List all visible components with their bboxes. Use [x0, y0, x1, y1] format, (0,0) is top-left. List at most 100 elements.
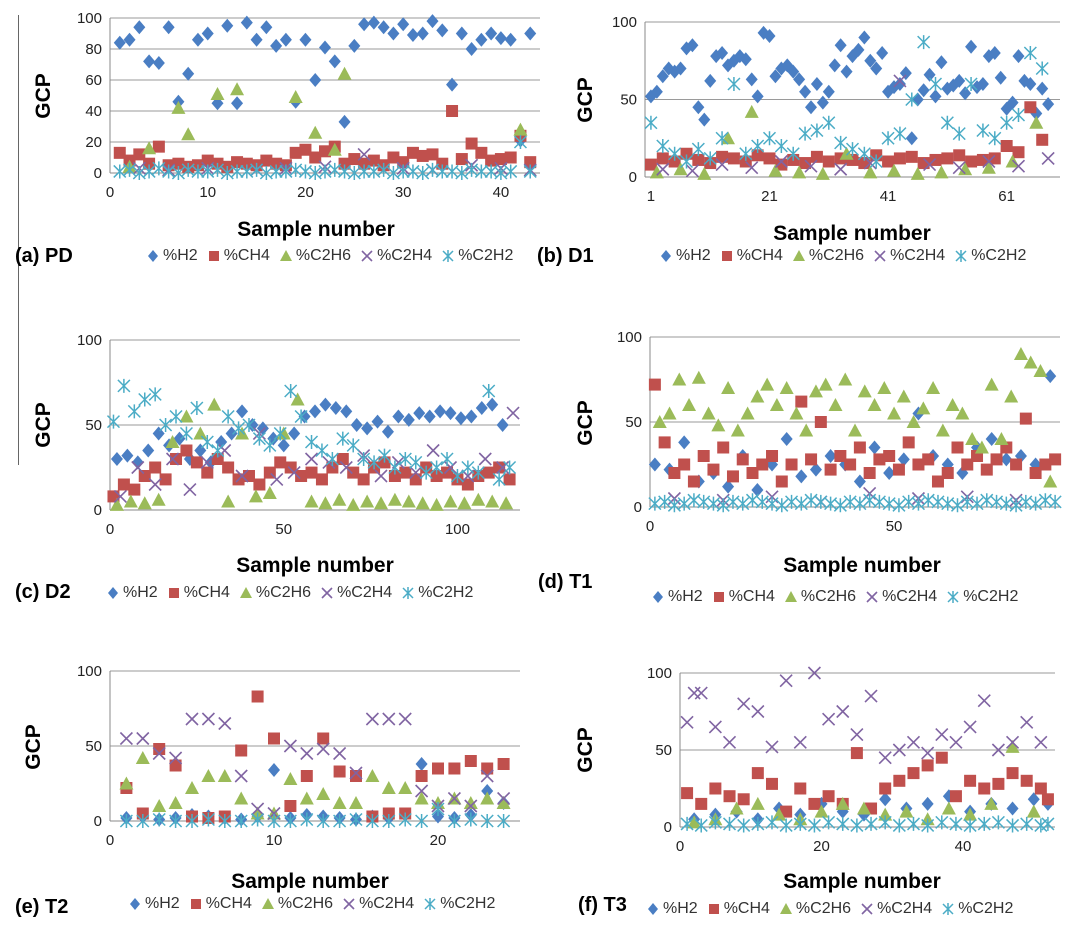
data-point	[1049, 453, 1062, 466]
data-point	[1026, 804, 1041, 818]
legend-item: %C2H4	[341, 895, 414, 913]
data-point	[984, 796, 999, 810]
data-point	[887, 163, 901, 177]
legend-item: %C2H2	[940, 900, 1013, 918]
data-point	[836, 816, 850, 831]
data-point	[1029, 115, 1044, 129]
data-point	[923, 158, 937, 172]
legend-item: %C2H6	[791, 247, 864, 265]
y-tick-label: 80	[85, 41, 102, 58]
legend-marker	[208, 251, 219, 261]
data-point	[658, 494, 672, 509]
series-h2	[110, 397, 509, 470]
legend-marker	[321, 587, 333, 599]
data-point	[474, 164, 488, 179]
data-point	[397, 17, 410, 32]
data-point	[990, 494, 1004, 509]
legend-marker-icon	[424, 898, 436, 910]
data-point	[1042, 97, 1055, 112]
legend-label: %CH4	[223, 247, 270, 264]
y-tick-label: 100	[77, 332, 102, 349]
data-point	[792, 165, 807, 179]
data-point	[864, 816, 878, 831]
data-point	[1013, 347, 1028, 360]
data-point	[136, 814, 150, 828]
data-point	[1019, 412, 1032, 425]
legend-marker	[708, 904, 719, 914]
data-point	[429, 497, 444, 511]
data-point	[242, 418, 256, 432]
data-point	[447, 814, 461, 828]
data-point	[765, 815, 779, 830]
data-point	[348, 38, 361, 53]
data-point	[162, 164, 176, 179]
data-point	[513, 122, 528, 136]
data-point	[737, 697, 751, 711]
data-point	[457, 496, 472, 510]
data-point	[730, 423, 745, 437]
data-point	[493, 461, 506, 474]
data-point	[1020, 816, 1034, 831]
legend-item: %CH4	[719, 247, 783, 265]
data-point	[415, 814, 429, 828]
data-point	[251, 802, 265, 816]
data-point	[338, 114, 351, 129]
data-point	[824, 496, 838, 511]
data-point	[760, 377, 775, 391]
data-point	[917, 83, 930, 98]
legend-marker	[148, 250, 158, 262]
legend-label: %C2H2	[418, 584, 474, 601]
data-point	[990, 453, 1003, 466]
x-tick-label: 50	[275, 521, 292, 538]
data-point	[692, 100, 705, 115]
data-point	[387, 26, 400, 41]
data-point	[357, 164, 371, 179]
data-point	[765, 777, 778, 790]
data-point	[299, 143, 312, 156]
chart-panel-5: 0 50 100 0 20 40 Sample number GCP	[574, 665, 1055, 893]
data-point	[480, 769, 494, 783]
y-tick-label: 100	[617, 329, 642, 346]
x-tick-label: 0	[676, 838, 684, 855]
data-point	[744, 104, 759, 118]
x-tick-label: 0	[646, 518, 654, 535]
legend-marker	[713, 592, 724, 602]
legend-label: %C2H2	[440, 895, 496, 912]
data-point	[436, 157, 449, 170]
data-point	[333, 746, 347, 761]
data-point	[935, 55, 948, 70]
data-point	[799, 157, 812, 170]
data-point	[727, 77, 741, 91]
data-point	[905, 131, 918, 146]
data-point	[828, 398, 843, 411]
data-point	[941, 801, 956, 815]
legend-item: %CH4	[206, 247, 270, 265]
data-point	[181, 127, 196, 141]
data-point	[332, 796, 347, 809]
data-point	[513, 135, 527, 149]
legend-item: %CH4	[706, 900, 770, 918]
data-point	[708, 720, 722, 734]
data-point	[326, 461, 339, 474]
data-point	[941, 496, 955, 511]
data-point	[190, 456, 203, 469]
data-point	[250, 162, 264, 177]
legend-marker-icon	[343, 898, 355, 910]
legend: %H2 %CH4 %C2H6 %C2H4 %C2H2	[127, 895, 503, 913]
data-point	[152, 140, 165, 153]
data-point	[270, 38, 283, 53]
data-point	[182, 66, 195, 81]
series-c2h2	[648, 493, 1062, 513]
data-point	[668, 467, 681, 479]
data-point	[906, 735, 921, 749]
data-point	[878, 815, 892, 830]
legend-item: %C2H2	[422, 895, 495, 913]
data-point	[976, 77, 989, 91]
data-point	[794, 496, 808, 511]
data-point	[834, 38, 847, 53]
data-point	[210, 162, 225, 177]
series-c2h6	[122, 66, 528, 173]
data-point	[207, 397, 222, 411]
legend-marker-icon	[208, 251, 219, 261]
data-point	[240, 164, 254, 179]
